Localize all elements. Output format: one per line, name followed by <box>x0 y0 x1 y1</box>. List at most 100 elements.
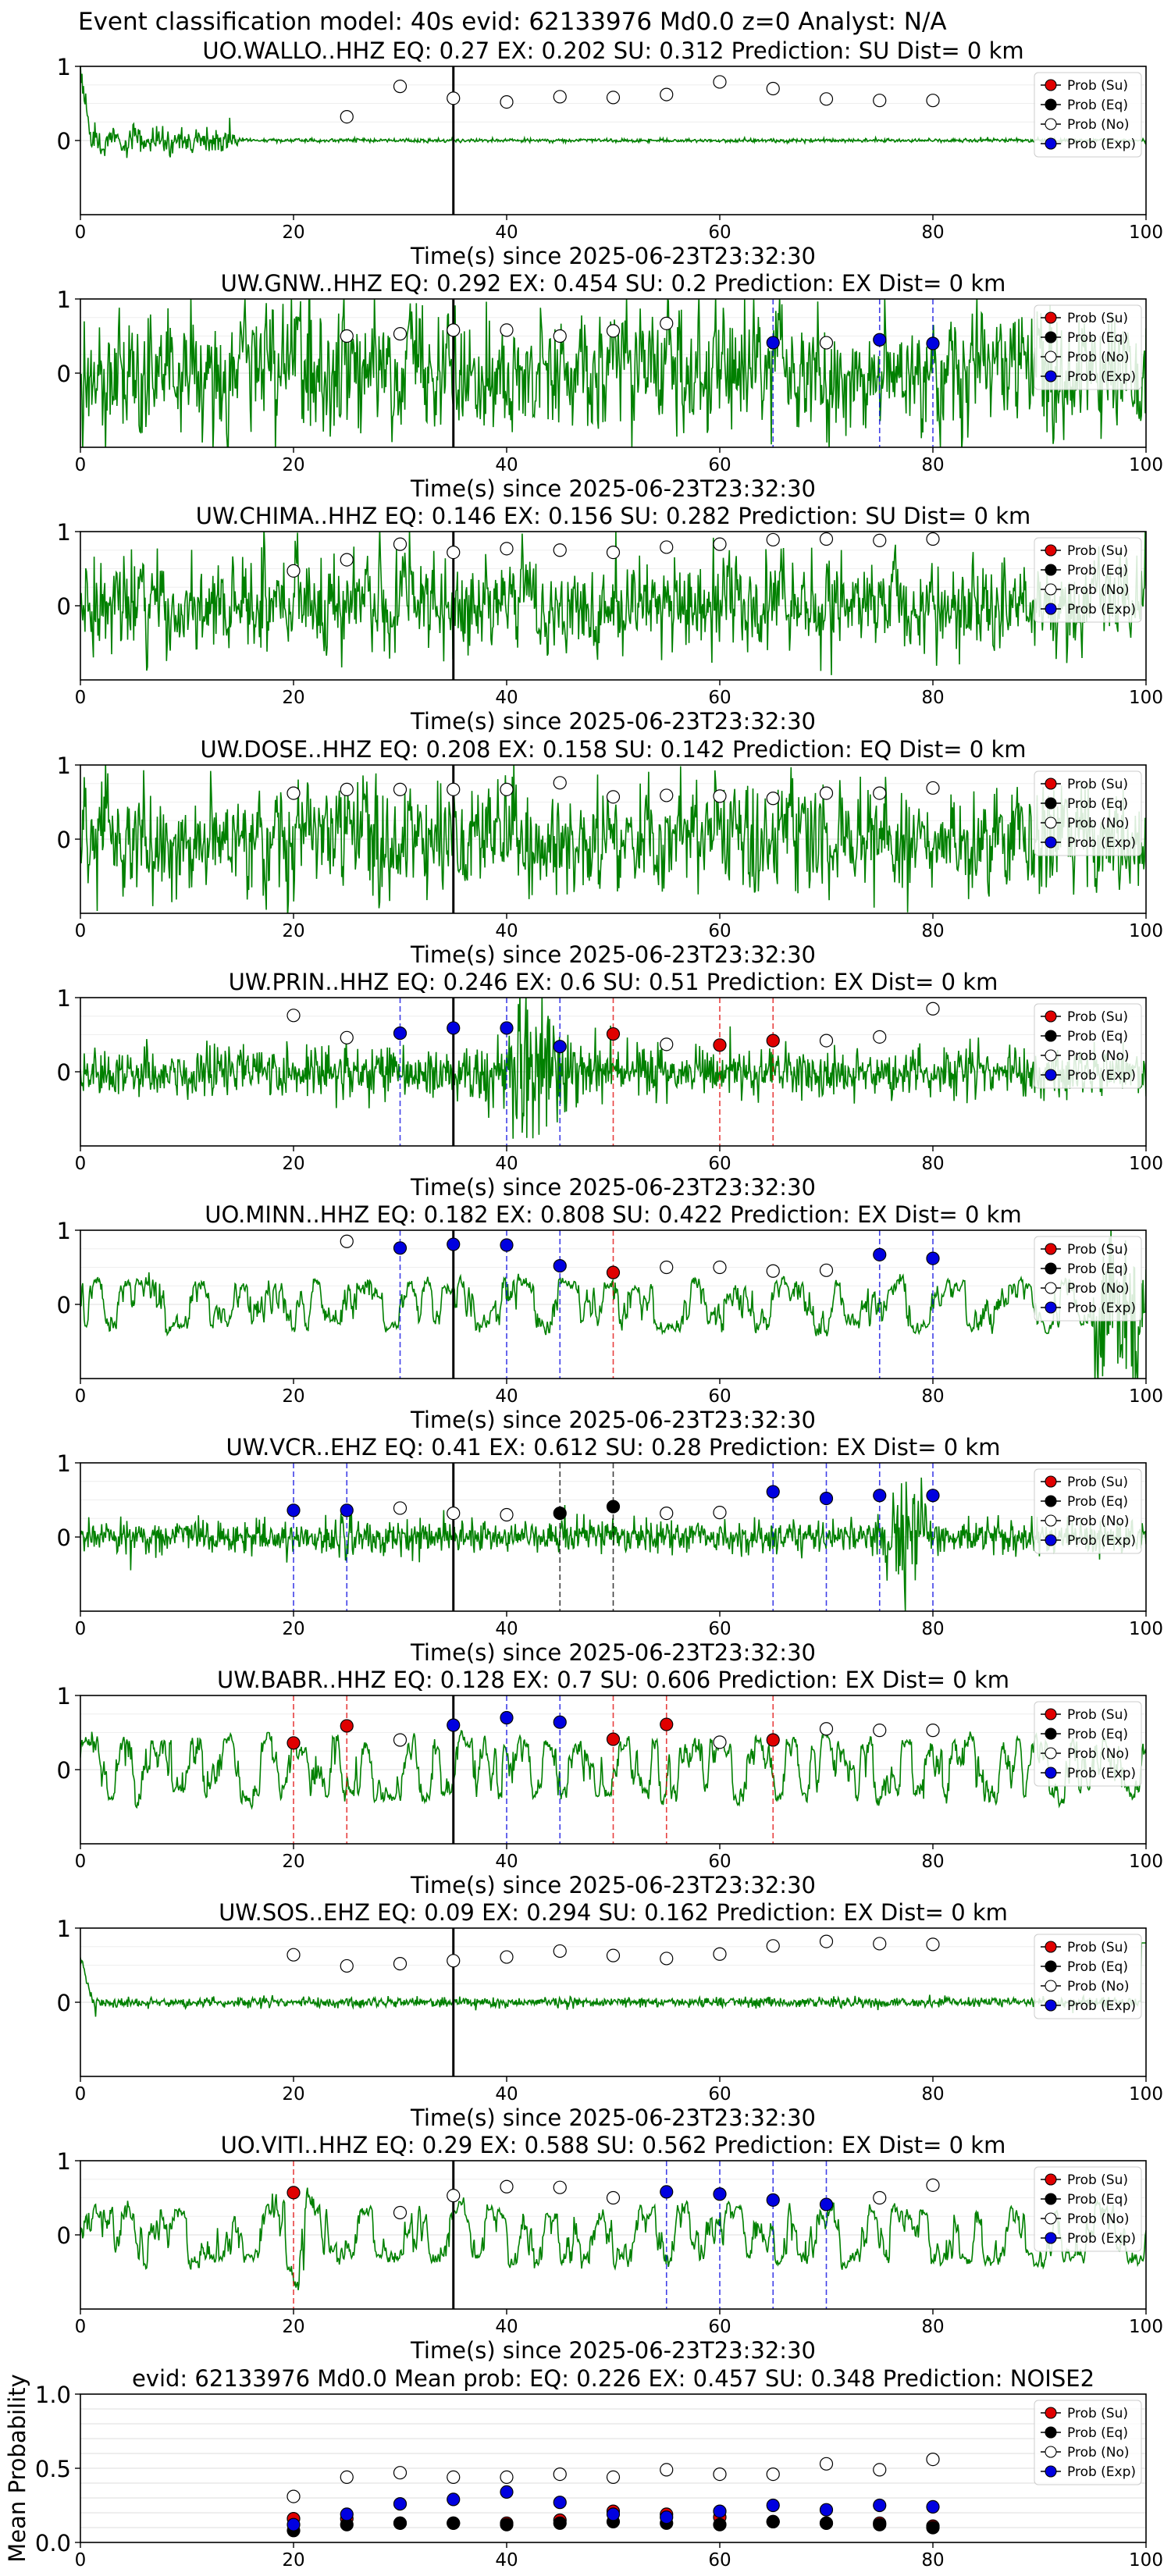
x-tick-label: 60 <box>708 2550 731 2571</box>
panel-6: UO.MINN..HHZ EQ: 0.182 EX: 0.808 SU: 0.4… <box>57 1201 1163 1433</box>
x-tick-label: 20 <box>282 1154 304 1174</box>
prob-point-no <box>660 87 674 101</box>
prob-point-no <box>819 92 834 106</box>
prob-point-no <box>819 1722 834 1736</box>
prob-point-no <box>340 329 354 343</box>
panel-title: UW.PRIN..HHZ EQ: 0.246 EX: 0.6 SU: 0.51 … <box>229 969 998 995</box>
legend-marker <box>1045 1262 1057 1275</box>
x-tick-label: 20 <box>282 2084 304 2105</box>
mean-point-no <box>660 2463 674 2477</box>
panel-title: UO.MINN..HHZ EQ: 0.182 EX: 0.808 SU: 0.4… <box>205 1201 1021 1228</box>
x-tick-label: 0 <box>75 455 87 475</box>
mean-point-eq <box>766 2514 780 2528</box>
legend-marker <box>1045 118 1057 130</box>
legend-label: Prob (No) <box>1067 582 1130 598</box>
x-tick-label: 80 <box>921 1619 944 1639</box>
legend-marker <box>1045 1049 1057 1062</box>
mean-point-eq <box>447 2516 461 2530</box>
x-axis-label: Time(s) since 2025-06-23T23:32:30 <box>410 2337 816 2364</box>
y-tick-label: 1 <box>57 2148 71 2175</box>
prob-point-exp <box>553 1258 567 1273</box>
legend: Prob (Su) Prob (Eq) Prob (No) Prob (Exp) <box>1034 2166 1142 2252</box>
y-tick-label: 0 <box>57 128 71 155</box>
panel-title: UW.DOSE..HHZ EQ: 0.208 EX: 0.158 SU: 0.1… <box>201 736 1027 763</box>
waveform-trace <box>80 1230 1146 1379</box>
y-tick-label: 1 <box>57 1218 71 1244</box>
x-axis-label: Time(s) since 2025-06-23T23:32:30 <box>410 1174 816 1201</box>
legend-marker <box>1045 1030 1057 1042</box>
panel-title: UW.BABR..HHZ EQ: 0.128 EX: 0.7 SU: 0.606… <box>217 1667 1009 1693</box>
legend-box <box>1034 2400 1142 2485</box>
legend-label: Prob (No) <box>1067 2445 1130 2460</box>
legend: Prob (Su) Prob (Eq) Prob (No) Prob (Exp) <box>1034 1468 1142 1554</box>
prob-point-exp <box>819 2197 834 2211</box>
prob-point-no <box>660 1037 674 1051</box>
panel-1: UO.WALLO..HHZ EQ: 0.27 EX: 0.202 SU: 0.3… <box>57 37 1163 269</box>
panel-title: UW.GNW..HHZ EQ: 0.292 EX: 0.454 SU: 0.2 … <box>221 270 1006 297</box>
prob-point-no <box>873 533 887 548</box>
legend-label: Prob (Exp) <box>1067 1533 1136 1549</box>
legend-marker <box>1045 2232 1057 2244</box>
x-tick-label: 100 <box>1129 921 1163 941</box>
legend-label: Prob (No) <box>1067 1514 1130 1529</box>
prob-point-no <box>713 1506 727 1520</box>
y-tick-label: 0 <box>57 1990 71 2016</box>
panel-3: UW.CHIMA..HHZ EQ: 0.146 EX: 0.156 SU: 0.… <box>57 503 1163 735</box>
prob-point-no <box>500 95 514 109</box>
prob-point-su <box>766 1034 780 1048</box>
legend-marker <box>1045 797 1057 809</box>
prob-point-no <box>819 1263 834 1277</box>
legend: Prob (Su) Prob (Eq) Prob (No) Prob (Exp) <box>1034 537 1142 623</box>
y-tick-label: 1 <box>57 1916 71 1942</box>
x-axis-label: Time(s) since 2025-06-23T23:32:30 <box>410 475 816 502</box>
legend-marker <box>1045 350 1057 363</box>
legend-marker <box>1045 544 1057 557</box>
legend-marker <box>1045 564 1057 576</box>
x-tick-label: 100 <box>1129 455 1163 475</box>
prob-point-su <box>287 2186 301 2200</box>
x-axis-label: Time(s) since 2025-06-23T23:32:30 <box>410 941 816 968</box>
prob-point-no <box>447 91 461 105</box>
prob-point-exp <box>873 333 887 347</box>
waveform-trace <box>80 1942 1146 2017</box>
mean-point-exp <box>287 2517 301 2532</box>
prob-point-no <box>500 542 514 556</box>
prob-point-no <box>287 1948 301 1962</box>
x-tick-label: 40 <box>495 1619 518 1639</box>
prob-point-no <box>447 323 461 337</box>
legend-marker <box>1045 2426 1057 2439</box>
legend: Prob (Su) Prob (Eq) Prob (No) Prob (Exp) <box>1034 1003 1142 1089</box>
prob-point-no <box>766 1939 780 1953</box>
x-tick-label: 60 <box>708 455 731 475</box>
legend-marker <box>1045 2193 1057 2205</box>
x-axis-label: Time(s) since 2025-06-23T23:32:30 <box>410 1407 816 1433</box>
x-tick-label: 0 <box>75 688 87 708</box>
legend-label: Prob (No) <box>1067 2211 1130 2227</box>
legend-label: Prob (Eq) <box>1067 796 1128 812</box>
panel-title: UO.VITI..HHZ EQ: 0.29 EX: 0.588 SU: 0.56… <box>221 2132 1006 2158</box>
legend-marker <box>1045 1960 1057 1973</box>
prob-point-no <box>340 1959 354 1973</box>
mean-point-no <box>287 2489 301 2503</box>
legend-label: Prob (No) <box>1067 117 1130 133</box>
prob-point-no <box>660 1260 674 1275</box>
legend-marker <box>1045 1243 1057 1255</box>
legend-label: Prob (Eq) <box>1067 1959 1128 1975</box>
prob-point-no <box>660 540 674 554</box>
prob-point-no <box>873 1724 887 1738</box>
mean-point-exp <box>553 2496 567 2510</box>
x-tick-label: 100 <box>1129 2317 1163 2337</box>
legend-marker <box>1045 836 1057 849</box>
prob-point-su <box>340 1719 354 1733</box>
waveform-trace <box>80 532 1146 675</box>
prob-point-no <box>287 786 301 800</box>
x-tick-label: 20 <box>282 921 304 941</box>
mean-point-no <box>766 2467 780 2482</box>
y-tick-label: 0.0 <box>35 2530 71 2556</box>
prob-point-exp <box>926 1489 940 1503</box>
prob-point-exp <box>660 2185 674 2199</box>
x-tick-label: 0 <box>75 2550 87 2571</box>
prob-point-no <box>713 789 727 803</box>
legend-label: Prob (Eq) <box>1067 98 1128 113</box>
